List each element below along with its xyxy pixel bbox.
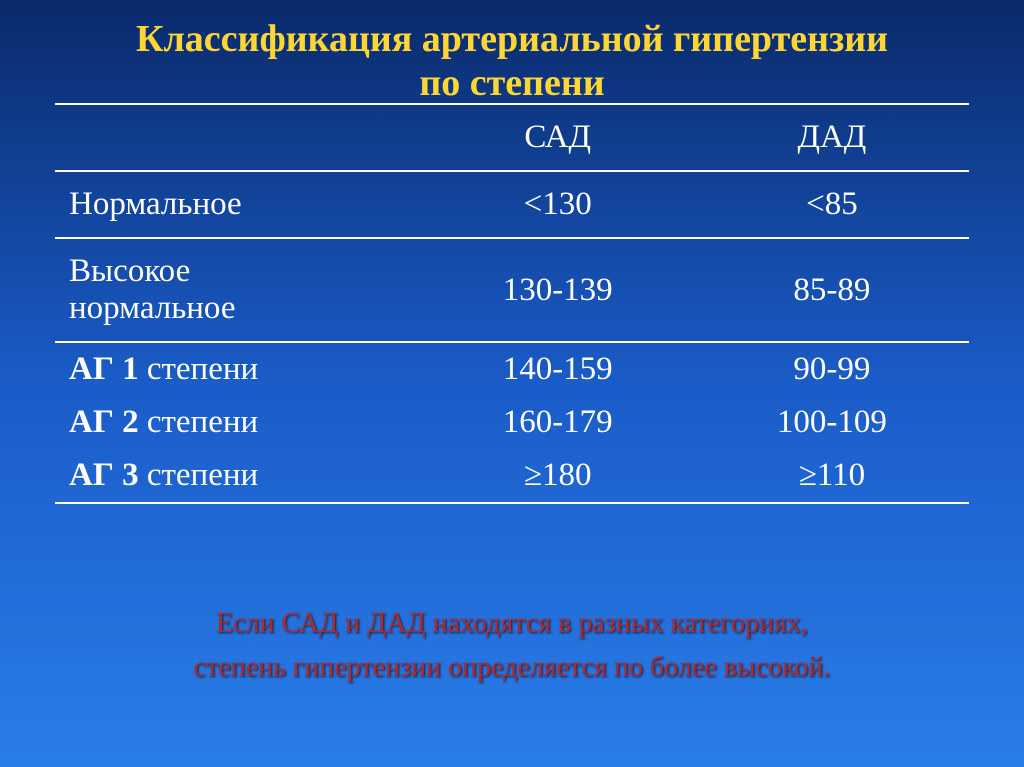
row-dad: ≥110 (695, 449, 969, 503)
footer-line1: Если САД и ДАД находятся в разных катего… (216, 608, 808, 639)
table-row: Нормальное<130<85 (55, 171, 969, 238)
footer-line2: степень гипертензии определяется по боле… (194, 652, 831, 683)
classification-table: САД ДАД Нормальное<130<85Высокоенормальн… (55, 103, 969, 504)
row-sad: <130 (421, 171, 695, 238)
row-category: Нормальное (55, 171, 421, 238)
row-dad: <85 (695, 171, 969, 238)
table-header-row: САД ДАД (55, 104, 969, 171)
row-sad: ≥180 (421, 449, 695, 503)
slide: Классификация артериальной гипертензии п… (0, 0, 1024, 767)
row-category: АГ 3 степени (55, 449, 421, 503)
title-line2: по степени (419, 62, 604, 104)
row-sad: 130-139 (421, 238, 695, 342)
table-row: АГ 3 степени≥180≥110 (55, 449, 969, 503)
row-category: Высокоенормальное (55, 238, 421, 342)
row-dad: 100-109 (695, 396, 969, 449)
row-sad: 140-159 (421, 342, 695, 396)
table-row: Высокоенормальное130-13985-89 (55, 238, 969, 342)
header-category (55, 104, 421, 171)
row-dad: 90-99 (695, 342, 969, 396)
row-sad: 160-179 (421, 396, 695, 449)
table-row: АГ 2 степени160-179100-109 (55, 396, 969, 449)
footer-note: Если САД и ДАД находятся в разных катего… (55, 602, 969, 727)
table-row: АГ 1 степени140-15990-99 (55, 342, 969, 396)
row-category: АГ 2 степени (55, 396, 421, 449)
slide-title: Классификация артериальной гипертензии п… (55, 18, 969, 105)
header-sad: САД (421, 104, 695, 171)
title-line1: Классификация артериальной гипертензии (136, 18, 888, 60)
header-dad: ДАД (695, 104, 969, 171)
row-dad: 85-89 (695, 238, 969, 342)
row-category: АГ 1 степени (55, 342, 421, 396)
